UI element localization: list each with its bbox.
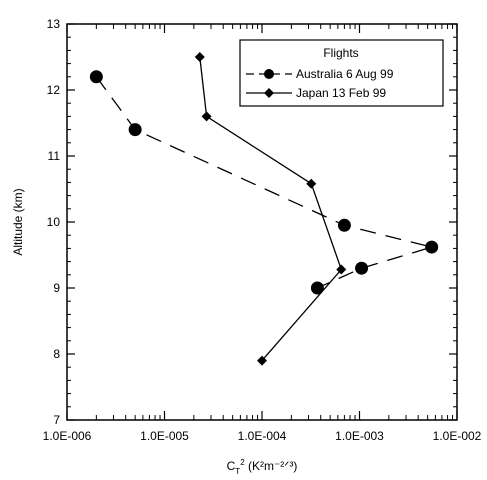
data-point-australia bbox=[128, 123, 142, 137]
data-point-australia bbox=[425, 240, 439, 254]
data-point-japan bbox=[194, 52, 205, 62]
x-tick-label: 1.0E-004 bbox=[238, 429, 287, 443]
x-axis-tick-labels: 1.0E-006 1.0E-005 1.0E-004 1.0E-003 1.0E-002 bbox=[43, 429, 482, 443]
x-axis-title-units: (K²m⁻²ᐟ³) bbox=[245, 459, 298, 473]
y-tick-label: 12 bbox=[47, 83, 61, 97]
data-point-australia bbox=[355, 261, 369, 275]
series-layer bbox=[89, 52, 439, 366]
x-tick-label: 1.0E-002 bbox=[433, 429, 482, 443]
x-tick-label: 1.0E-003 bbox=[335, 429, 384, 443]
series-line-australia bbox=[95, 76, 435, 289]
y-axis-tick-labels: 7 8 9 10 11 12 13 bbox=[47, 17, 61, 427]
legend: Flights Australia 6 Aug 99 Japan 13 Feb … bbox=[239, 39, 444, 107]
x-axis-ticks bbox=[66, 24, 458, 420]
y-tick-label: 11 bbox=[48, 149, 61, 163]
x-tick-label: 1.0E-006 bbox=[43, 429, 92, 443]
x-tick-label: 1.0E-005 bbox=[140, 429, 189, 443]
y-axis-ticks bbox=[67, 23, 457, 421]
data-point-japan bbox=[336, 264, 347, 275]
data-point-japan bbox=[257, 355, 267, 366]
data-point-australia bbox=[310, 281, 324, 295]
y-tick-label: 13 bbox=[47, 17, 61, 31]
data-point-australia bbox=[337, 218, 351, 232]
y-tick-label: 8 bbox=[53, 347, 60, 361]
data-point-japan bbox=[306, 178, 317, 189]
x-axis-title-sub: T bbox=[235, 467, 240, 476]
data-point-japan bbox=[201, 111, 212, 122]
x-axis-title-sup: 2 bbox=[240, 458, 245, 467]
legend-australia-marker bbox=[264, 69, 274, 79]
y-axis-title: Altitude (km) bbox=[11, 188, 25, 255]
x-axis-title-main: C bbox=[227, 459, 236, 473]
y-tick-label: 9 bbox=[53, 281, 60, 295]
legend-japan-marker bbox=[264, 88, 274, 98]
y-tick-label: 10 bbox=[47, 215, 61, 229]
data-point-australia bbox=[89, 70, 103, 84]
x-axis-title: CT2 (K²m⁻²ᐟ³) bbox=[227, 458, 298, 476]
legend-australia-label: Australia 6 Aug 99 bbox=[296, 67, 394, 81]
y-tick-label: 7 bbox=[53, 413, 60, 427]
legend-japan-label: Japan 13 Feb 99 bbox=[296, 86, 386, 100]
legend-title: Flights bbox=[323, 46, 358, 60]
